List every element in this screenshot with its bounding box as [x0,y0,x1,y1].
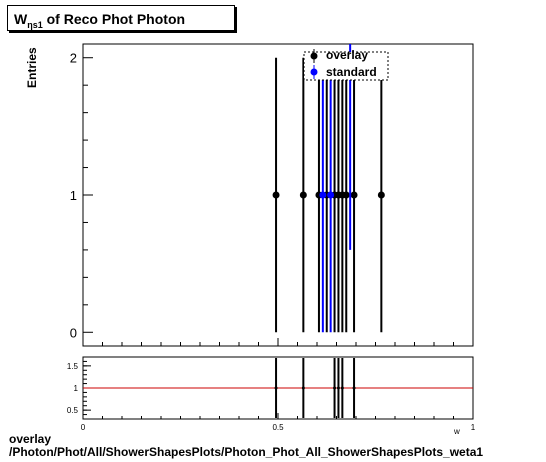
ratio-point [301,386,305,390]
legend-standard-marker [310,68,318,76]
legend-overlay-label: overlay [326,48,368,62]
y-tick-label: 2 [70,51,77,66]
overlay-point [350,191,358,199]
y-tick-label: 1 [70,188,77,203]
ratio-data-marks [83,358,473,418]
title-main: W [14,11,28,27]
ratio-y-tick-label: 1 [74,384,79,393]
footer-caption: overlay /Photon/Phot/All/ShowerShapesPlo… [9,433,483,459]
overlay-point [377,191,385,199]
ratio-y-tick-label: 1.5 [67,362,79,371]
legend-box [303,51,389,81]
y-tick-label: 0 [70,325,77,340]
main-data-marks [272,44,385,333]
ratio-x-tick-label: 0 [81,423,86,432]
y-axis-label: Entries [25,47,39,88]
standard-point [319,191,327,199]
main-y-axis: 0 1 2 [70,51,93,340]
plot-title: Wηs1 of Reco Phot Photon [7,5,235,31]
overlay-point [272,191,280,199]
legend-overlay-marker [310,52,318,60]
title-subscript: ηs1 [27,19,43,30]
footer-line-2: /Photon/Phot/All/ShowerShapesPlots/Photo… [9,445,484,459]
ratio-y-tick-label: 0.5 [67,406,79,415]
ratio-x-tick-label: 0.5 [272,423,284,432]
legend-standard-label: standard [326,65,377,79]
ratio-x-axis: 0 0.5 1 [81,413,476,432]
footer-line-1: overlay [9,432,52,446]
overlay-point [342,191,350,199]
ratio-point [333,386,337,390]
ratio-point [340,386,344,390]
ratio-point [352,386,356,390]
legend: overlay standard [303,48,389,81]
title-rest: of Reco Phot Photon [42,11,186,27]
overlay-point [299,191,307,199]
x-axis-label: w [453,427,460,436]
standard-point [327,191,335,199]
ratio-point [274,386,278,390]
ratio-x-tick-label: 1 [471,423,476,432]
ratio-point [336,386,340,390]
main-x-axis [82,338,474,346]
